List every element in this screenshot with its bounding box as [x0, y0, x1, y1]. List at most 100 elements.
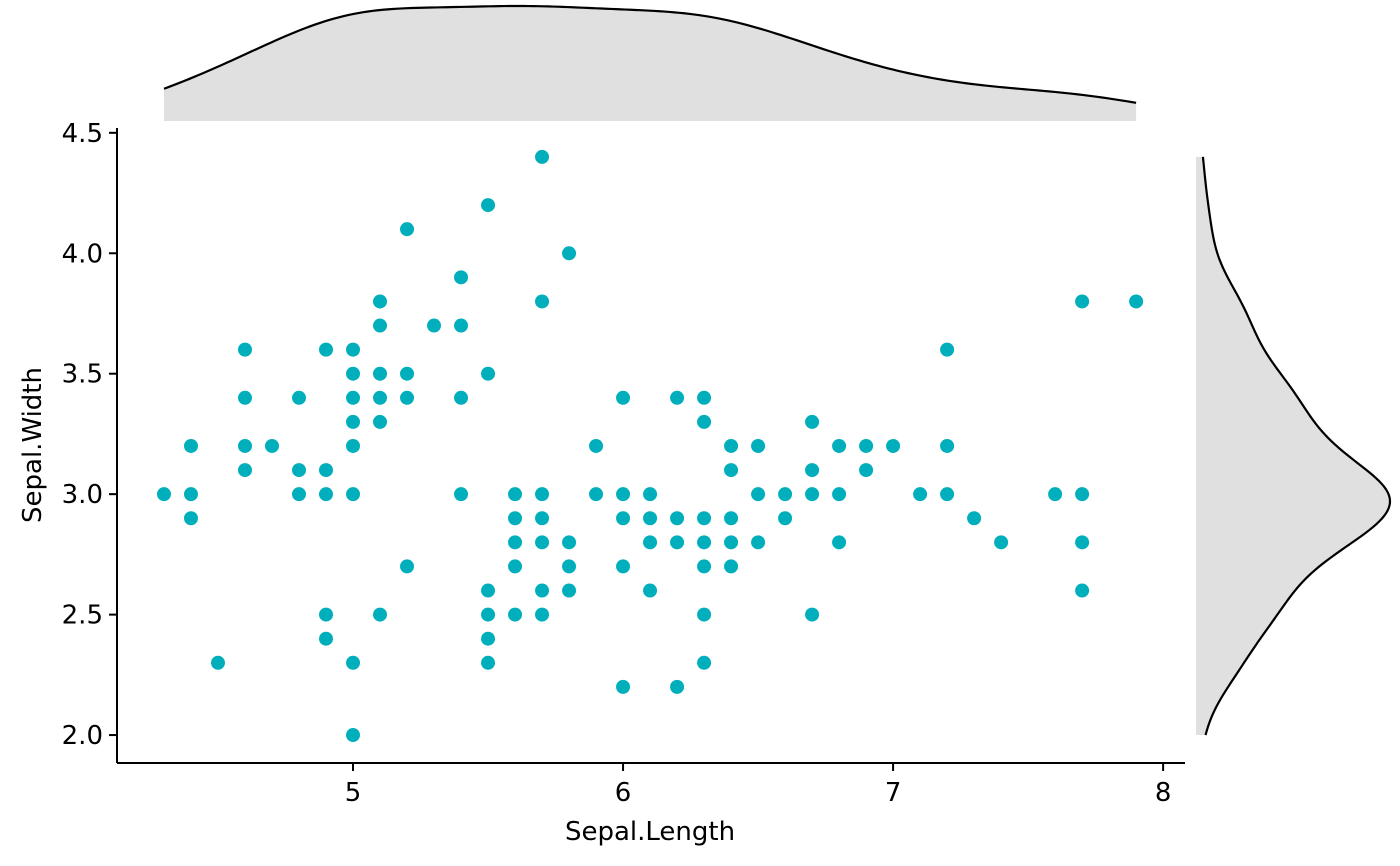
point: [237, 342, 252, 357]
point: [751, 438, 766, 453]
point: [508, 511, 523, 526]
point: [292, 487, 307, 502]
point: [319, 631, 334, 646]
point: [535, 583, 550, 598]
y-axis-title: Sepal.Width: [18, 367, 48, 523]
point: [183, 487, 198, 502]
point: [670, 511, 685, 526]
point: [265, 438, 280, 453]
point: [670, 390, 685, 405]
point: [454, 270, 469, 285]
point: [562, 559, 577, 574]
point: [616, 487, 631, 502]
point: [1048, 487, 1063, 502]
point: [292, 463, 307, 478]
point: [1075, 535, 1090, 550]
point: [1075, 294, 1090, 309]
point: [535, 511, 550, 526]
point: [562, 535, 577, 550]
x-tick-label: 7: [885, 778, 902, 808]
point: [886, 438, 901, 453]
density-curve: [1201, 156, 1392, 736]
point: [778, 487, 793, 502]
y-tick-label: 2.0: [62, 721, 103, 751]
point: [454, 390, 469, 405]
point: [156, 487, 171, 502]
point: [210, 655, 225, 670]
point: [697, 535, 712, 550]
point: [697, 511, 712, 526]
point: [400, 366, 415, 381]
point: [535, 487, 550, 502]
y-tick-label: 4.0: [62, 239, 103, 269]
point: [481, 655, 496, 670]
point: [832, 487, 847, 502]
point: [535, 607, 550, 622]
y-tick-label: 4.5: [62, 119, 103, 149]
point: [562, 246, 577, 261]
point: [940, 487, 955, 502]
point: [346, 487, 361, 502]
point: [697, 607, 712, 622]
point: [643, 511, 658, 526]
point: [346, 366, 361, 381]
point: [1075, 583, 1090, 598]
density-area: [1196, 156, 1390, 736]
point: [183, 511, 198, 526]
point: [589, 438, 604, 453]
point: [373, 366, 388, 381]
point: [643, 487, 658, 502]
point: [481, 607, 496, 622]
point: [508, 607, 523, 622]
point: [400, 222, 415, 237]
point: [616, 511, 631, 526]
point: [481, 631, 496, 646]
point: [373, 390, 388, 405]
point: [481, 366, 496, 381]
point: [724, 463, 739, 478]
y-tick-label: 3.5: [62, 360, 103, 390]
point: [724, 438, 739, 453]
point: [967, 511, 982, 526]
point: [427, 318, 442, 333]
point: [319, 487, 334, 502]
point: [292, 390, 307, 405]
point: [373, 318, 388, 333]
y-tick-label: 2.5: [62, 601, 103, 631]
point: [724, 559, 739, 574]
y-tick-label: 3.0: [62, 480, 103, 510]
point: [589, 487, 604, 502]
point: [346, 414, 361, 429]
point: [778, 511, 793, 526]
point: [1075, 487, 1090, 502]
point: [373, 607, 388, 622]
x-axis-title: Sepal.Length: [565, 817, 735, 847]
x-tick-label: 6: [615, 778, 632, 808]
point: [562, 583, 577, 598]
point: [346, 655, 361, 670]
point: [697, 559, 712, 574]
point: [346, 390, 361, 405]
point: [346, 438, 361, 453]
point: [508, 535, 523, 550]
point: [697, 390, 712, 405]
point: [400, 559, 415, 574]
x-tick-label: 5: [345, 778, 362, 808]
point: [643, 535, 658, 550]
point: [751, 535, 766, 550]
density-area: [163, 6, 1137, 121]
point: [616, 679, 631, 694]
point: [346, 728, 361, 743]
point: [859, 438, 874, 453]
point: [535, 294, 550, 309]
point: [535, 535, 550, 550]
point: [832, 535, 847, 550]
point: [1129, 294, 1144, 309]
point: [697, 655, 712, 670]
point: [616, 559, 631, 574]
point: [237, 463, 252, 478]
point: [319, 607, 334, 622]
point: [805, 414, 820, 429]
point: [183, 438, 198, 453]
density-curve: [163, 4, 1137, 104]
